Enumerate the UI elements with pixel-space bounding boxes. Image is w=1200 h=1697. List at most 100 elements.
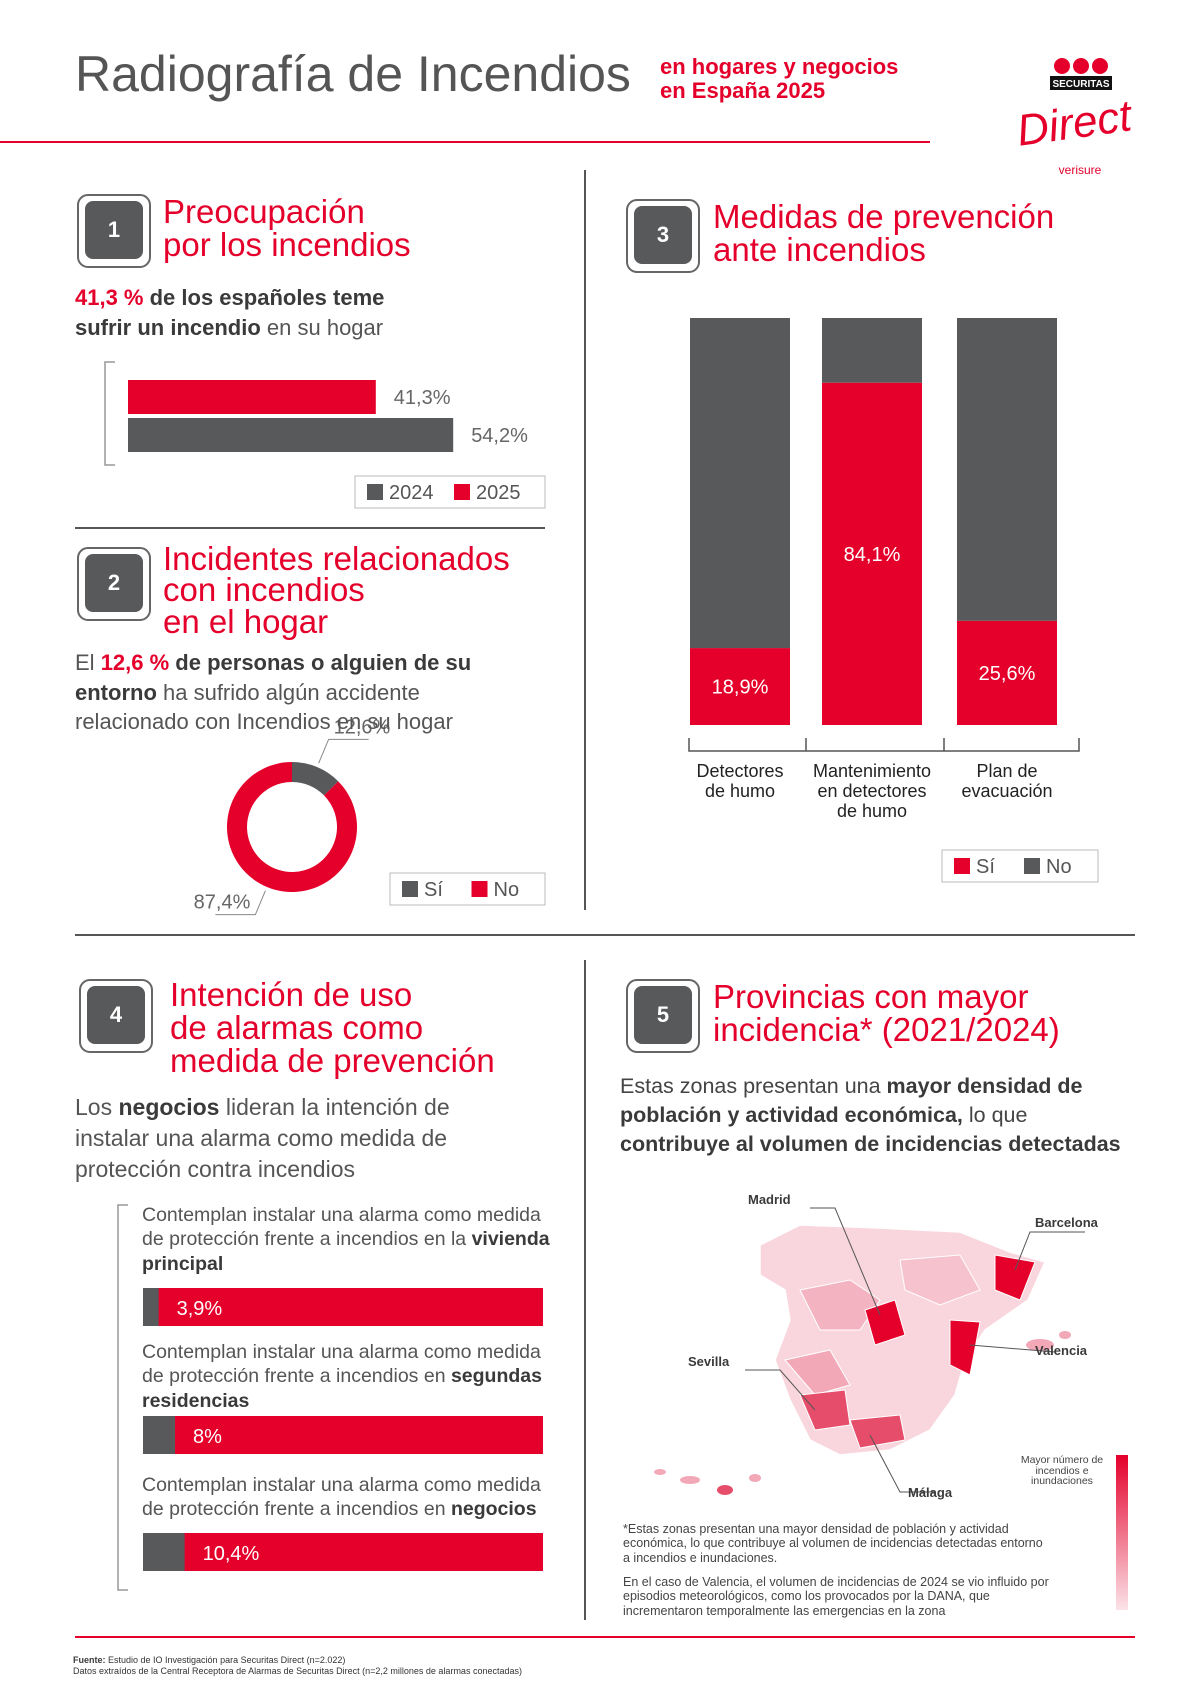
footer-part: Fuente: [73,1655,106,1665]
bar-segment [690,318,790,649]
legend-label: Sí [976,856,995,878]
bar [143,1533,185,1571]
badge-number: 4 [110,1002,123,1027]
value-label: 25,6% [979,663,1036,685]
map-label: Madrid [748,1192,791,1207]
leader-line [215,890,266,916]
title-line: ante incendios [713,231,926,268]
title-line: en el hogar [163,602,329,640]
section-title: Provincias con mayor incidencia* (2021/20… [713,980,1060,1046]
category-label: Contemplan instalar una alarma como medi… [142,1340,557,1413]
legend-box [354,475,546,509]
title-line: Incidentes relacionados [163,540,510,577]
section-text: 41,3 % de los españoles teme sufrir un i… [75,283,435,342]
category-part: Contemplan instalar una alarma como medi… [142,1341,541,1388]
legend-swatch [454,484,470,500]
x-tick-label: Mantenimiento en detectores de humo [812,761,932,821]
map-label: Barcelona [1035,1215,1098,1230]
badge-number: 5 [657,1002,669,1027]
legend-swatch [402,881,418,897]
badge: 4 [79,979,153,1053]
bar-segment [822,382,922,725]
footnote: En el caso de Valencia, el volumen de in… [623,1575,1049,1618]
title-line: Medidas de prevención [713,198,1055,235]
bar-track [143,1533,543,1571]
footer-part: Estudio de IO Investigación para Securit… [105,1655,346,1665]
category-part: Contemplan instalar una alarma como medi… [142,1474,541,1521]
section-title: Preocupación por los incendios [163,195,411,261]
map-label: Málaga [908,1485,953,1500]
value-label: 87,4% [194,892,251,914]
logo: SECURITAS Direct verisure [1014,58,1136,177]
category-part: segundas residencias [142,1365,542,1412]
text-part: de personas o alguien de su entorno [75,650,472,705]
category-part: negocios [450,1498,537,1521]
map-legend: Mayor número de incendios e inundaciones [1020,1454,1104,1487]
legend-swatch [471,881,488,897]
legend-label: Sí [424,879,443,901]
value-label: 10,4% [203,1543,260,1565]
category-label: Contemplan instalar una alarma como medi… [142,1203,557,1276]
section-title: Incidentes relacionados con incendios en e… [163,540,510,640]
subtitle: en hogares y negocios en España 2025 [660,54,899,104]
logo-name: Direct [1014,91,1136,156]
text-part: El [75,650,101,675]
section-text: Estas zonas presentan una mayor densidad… [620,1072,1140,1159]
donut-slice [227,762,357,892]
subtitle-line: en hogares y negocios [660,54,899,79]
badge-number: 1 [108,217,120,242]
bar-track [143,1416,543,1454]
text-part: Los [75,1094,119,1120]
leader-line [318,738,369,764]
legend-label: No [494,879,520,901]
footer: Fuente: Estudio de IO Investigación para… [73,1655,522,1677]
logo-parent: verisure [1059,163,1102,177]
map [654,1207,1128,1610]
title: Radiografía de Incendios [75,46,631,102]
footnote: *Estas zonas presentan una mayor densida… [623,1522,1043,1565]
bar-track [143,1288,543,1326]
text-part: 12,6 % [100,650,170,675]
category-part: vivienda principal [142,1228,550,1275]
text-part: mayor densidad de población y actividad … [620,1074,1083,1128]
legend-label: 2025 [476,482,521,504]
logo-brand: SECURITAS [1052,79,1109,90]
title-line: por los incendios [163,226,411,263]
value-label: 3,9% [177,1298,223,1320]
badge: 3 [626,199,700,273]
value-label: 41,3% [394,387,451,409]
section-title: Intención de uso de alarmas como medida de… [170,978,495,1077]
text-part: lo que [962,1103,1028,1128]
value-label: 12,6% [334,716,391,738]
footer-part: Datos extraídos de la Central Receptora … [73,1665,522,1676]
category-bracket [688,738,1080,752]
title-line: Intención de uso [170,976,413,1013]
legend-swatch [367,484,383,500]
text-part: contribuye al volumen de incidencias det… [620,1132,1121,1157]
text-part: ha sufrido algún accidente relacionado c… [75,679,453,735]
map-label: Valencia [1035,1343,1088,1358]
value-label: 18,9% [712,677,769,699]
title-line: Preocupación [163,193,365,230]
category-label: Contemplan instalar una alarma como medi… [142,1473,557,1522]
badge: 2 [77,547,151,621]
bar [143,1416,175,1454]
bracket [117,1204,128,1591]
subtitle-line: en España 2025 [660,78,826,104]
section-title: Medidas de prevención ante incendios [713,200,1054,266]
title-line: medida de prevención [170,1042,495,1079]
badge-number: 3 [657,222,669,247]
x-tick-label: Plan de evacuación [961,761,1053,801]
legend-label: No [1046,856,1072,878]
value-label: 54,2% [471,425,528,447]
text-part: lideran la intención de instalar una ala… [75,1094,450,1183]
legend-label: 2024 [389,482,434,504]
text-part: Estas zonas presentan una [620,1074,887,1098]
title-line: con incendios [163,571,365,609]
text-part: en su hogar [260,314,384,340]
badge: 1 [77,194,151,268]
title-line: de alarmas como [170,1009,424,1046]
section-text: El 12,6 % de personas o alguien de su en… [75,648,520,737]
legend-swatch [1024,858,1040,874]
